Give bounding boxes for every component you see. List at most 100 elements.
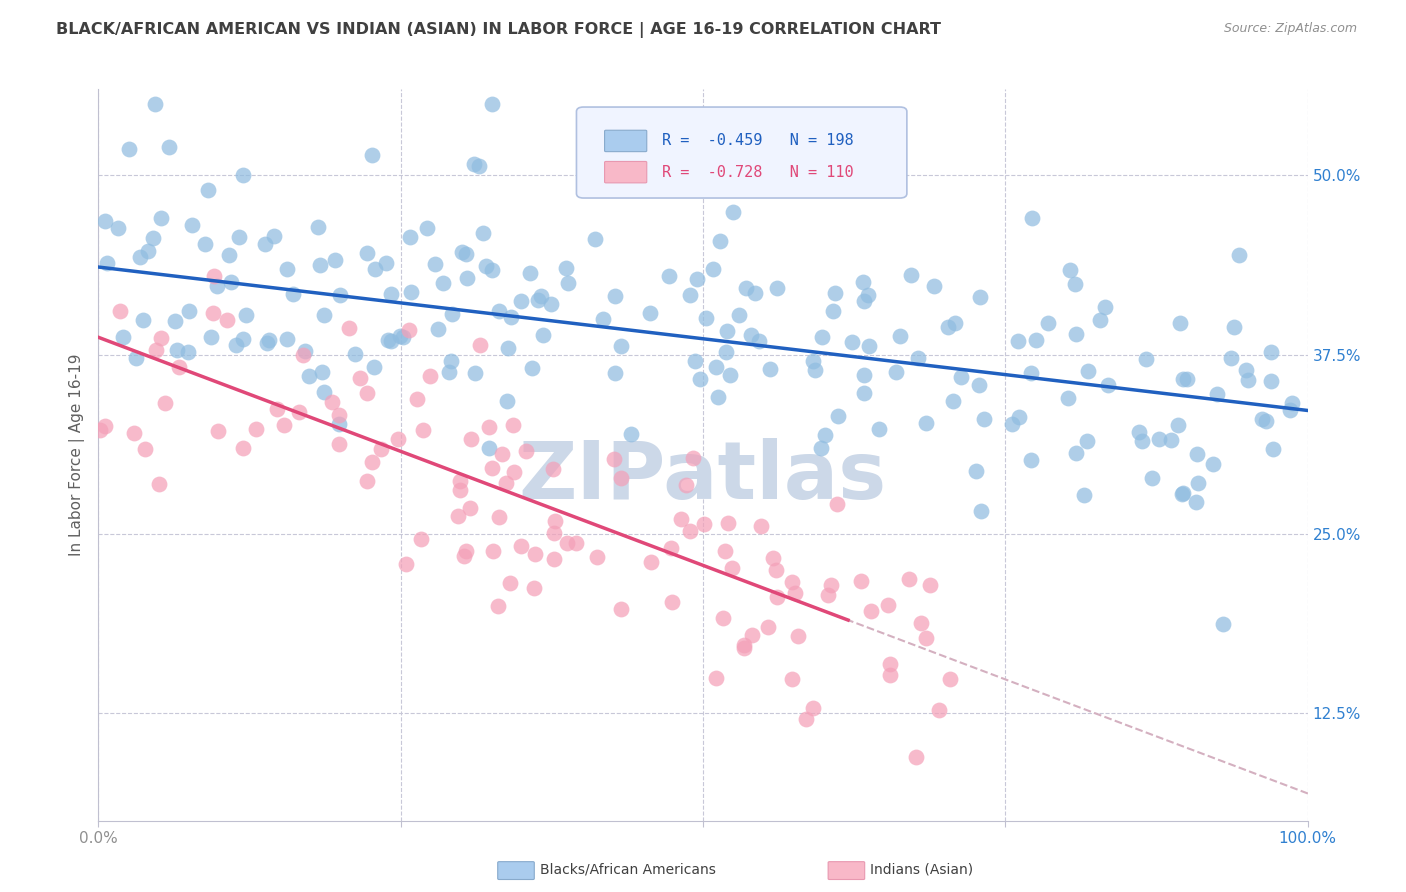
Point: [510, 539, 533, 553]
Point: [922, 279, 945, 293]
Point: [456, 247, 478, 261]
Point: [531, 327, 554, 342]
Point: [283, 287, 305, 301]
Text: BLACK/AFRICAN AMERICAN VS INDIAN (ASIAN) IN LABOR FORCE | AGE 16-19 CORRELATION : BLACK/AFRICAN AMERICAN VS INDIAN (ASIAN)…: [56, 22, 941, 38]
Point: [488, 510, 510, 524]
Point: [679, 524, 702, 538]
Point: [157, 140, 180, 154]
Point: [253, 236, 276, 251]
Point: [447, 508, 470, 523]
Point: [910, 615, 932, 630]
Point: [451, 244, 474, 259]
Point: [1025, 333, 1047, 347]
Point: [194, 237, 217, 252]
Point: [1185, 447, 1208, 461]
Point: [1021, 211, 1043, 226]
Point: [432, 277, 454, 291]
Point: [540, 296, 562, 310]
Point: [1073, 488, 1095, 502]
Point: [876, 598, 898, 612]
Point: [1076, 434, 1098, 448]
Point: [661, 595, 683, 609]
Point: [523, 547, 546, 561]
Point: [486, 599, 509, 613]
Point: [458, 501, 481, 516]
Point: [706, 390, 728, 404]
Text: R =  -0.459   N = 198: R = -0.459 N = 198: [662, 134, 853, 148]
Point: [440, 307, 463, 321]
Point: [555, 535, 578, 549]
Point: [1220, 351, 1243, 366]
Point: [363, 360, 385, 375]
Point: [93, 419, 115, 434]
Point: [449, 483, 471, 498]
Point: [449, 475, 471, 489]
Point: [733, 639, 755, 653]
Point: [640, 555, 662, 569]
Text: R =  -0.728   N = 110: R = -0.728 N = 110: [662, 165, 853, 179]
Point: [515, 444, 537, 458]
Text: Blacks/African Americans: Blacks/African Americans: [540, 863, 716, 877]
Text: ZIPatlas: ZIPatlas: [519, 438, 887, 516]
Point: [503, 465, 526, 479]
Point: [858, 338, 880, 352]
Point: [498, 575, 520, 590]
Point: [741, 628, 763, 642]
Point: [780, 672, 803, 686]
Point: [112, 330, 135, 344]
Point: [1171, 487, 1194, 501]
Point: [232, 332, 254, 346]
Point: [509, 294, 531, 309]
Point: [1064, 326, 1087, 341]
Point: [969, 290, 991, 304]
Point: [907, 351, 929, 365]
Point: [235, 308, 257, 322]
Point: [177, 304, 200, 318]
Point: [1008, 409, 1031, 424]
Point: [727, 308, 749, 322]
Point: [1019, 366, 1042, 380]
Point: [177, 344, 200, 359]
Point: [714, 345, 737, 359]
Point: [658, 269, 681, 284]
Point: [356, 386, 378, 401]
Point: [758, 361, 780, 376]
Point: [1185, 495, 1208, 509]
Point: [205, 279, 228, 293]
Point: [853, 294, 876, 309]
Point: [456, 544, 478, 558]
Point: [1001, 417, 1024, 431]
Point: [693, 516, 716, 531]
Point: [530, 289, 553, 303]
Point: [1227, 248, 1250, 262]
Text: Source: ZipAtlas.com: Source: ZipAtlas.com: [1223, 22, 1357, 36]
Point: [329, 287, 352, 301]
Point: [1059, 263, 1081, 277]
Point: [364, 262, 387, 277]
Point: [889, 328, 911, 343]
Point: [498, 341, 520, 355]
Point: [1173, 372, 1195, 386]
Point: [942, 393, 965, 408]
Point: [1128, 425, 1150, 439]
Point: [695, 310, 717, 325]
Point: [463, 157, 485, 171]
Point: [744, 285, 766, 300]
Point: [1279, 402, 1302, 417]
Point: [605, 367, 627, 381]
Point: [89, 423, 111, 437]
Point: [965, 464, 987, 478]
Point: [711, 611, 734, 625]
Point: [294, 343, 316, 358]
Point: [356, 474, 378, 488]
Point: [425, 257, 447, 271]
Point: [803, 363, 825, 377]
Point: [427, 322, 450, 336]
Point: [202, 268, 225, 283]
Point: [1175, 372, 1198, 386]
Point: [785, 586, 807, 600]
Point: [704, 671, 727, 685]
Point: [1237, 372, 1260, 386]
Point: [685, 354, 707, 368]
Point: [122, 426, 145, 441]
